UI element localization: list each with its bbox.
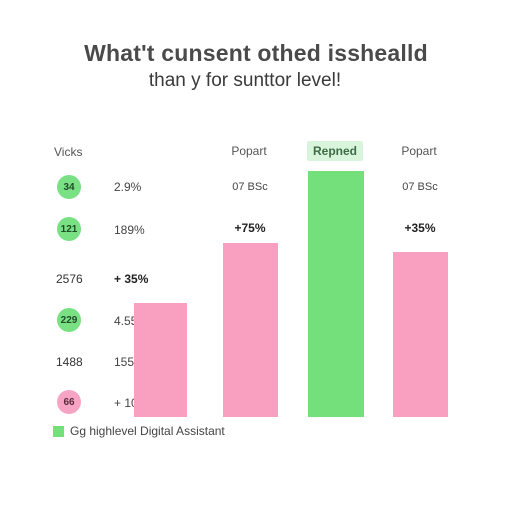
chart-subtitle: than y for sunttor level! bbox=[148, 70, 342, 91]
row-badge: 121 bbox=[57, 217, 81, 241]
chart-title: What't cunsent othed isshealld bbox=[84, 40, 428, 66]
row-badge: 34 bbox=[57, 175, 81, 199]
bar bbox=[393, 252, 448, 417]
legend: Gg highlevel Digital Assistant bbox=[53, 424, 225, 438]
row-label: 1488 bbox=[56, 355, 83, 369]
column-change-label: +75% bbox=[234, 221, 266, 235]
bar bbox=[134, 303, 187, 417]
row-value: + 35% bbox=[114, 272, 149, 286]
row-value: 189% bbox=[114, 223, 145, 237]
column-header-highlighted: Repned bbox=[306, 141, 364, 161]
column-header: Popart bbox=[231, 144, 267, 158]
legend-label: Gg highlevel Digital Assistant bbox=[70, 424, 225, 438]
row-label: 2576 bbox=[56, 272, 83, 286]
row-header: Vicks bbox=[54, 145, 83, 159]
column-value-text: 07 BSc bbox=[402, 181, 438, 193]
legend-swatch bbox=[53, 425, 64, 437]
bar bbox=[308, 171, 364, 417]
bar bbox=[223, 243, 278, 417]
column-header: Popart bbox=[401, 144, 437, 158]
column-value-text: 07 BSc bbox=[232, 181, 268, 193]
row-value: 2.9% bbox=[114, 180, 142, 194]
row-badge: 229 bbox=[57, 308, 81, 332]
column-change-label: +35% bbox=[404, 221, 436, 235]
row-badge: 66 bbox=[57, 390, 81, 414]
